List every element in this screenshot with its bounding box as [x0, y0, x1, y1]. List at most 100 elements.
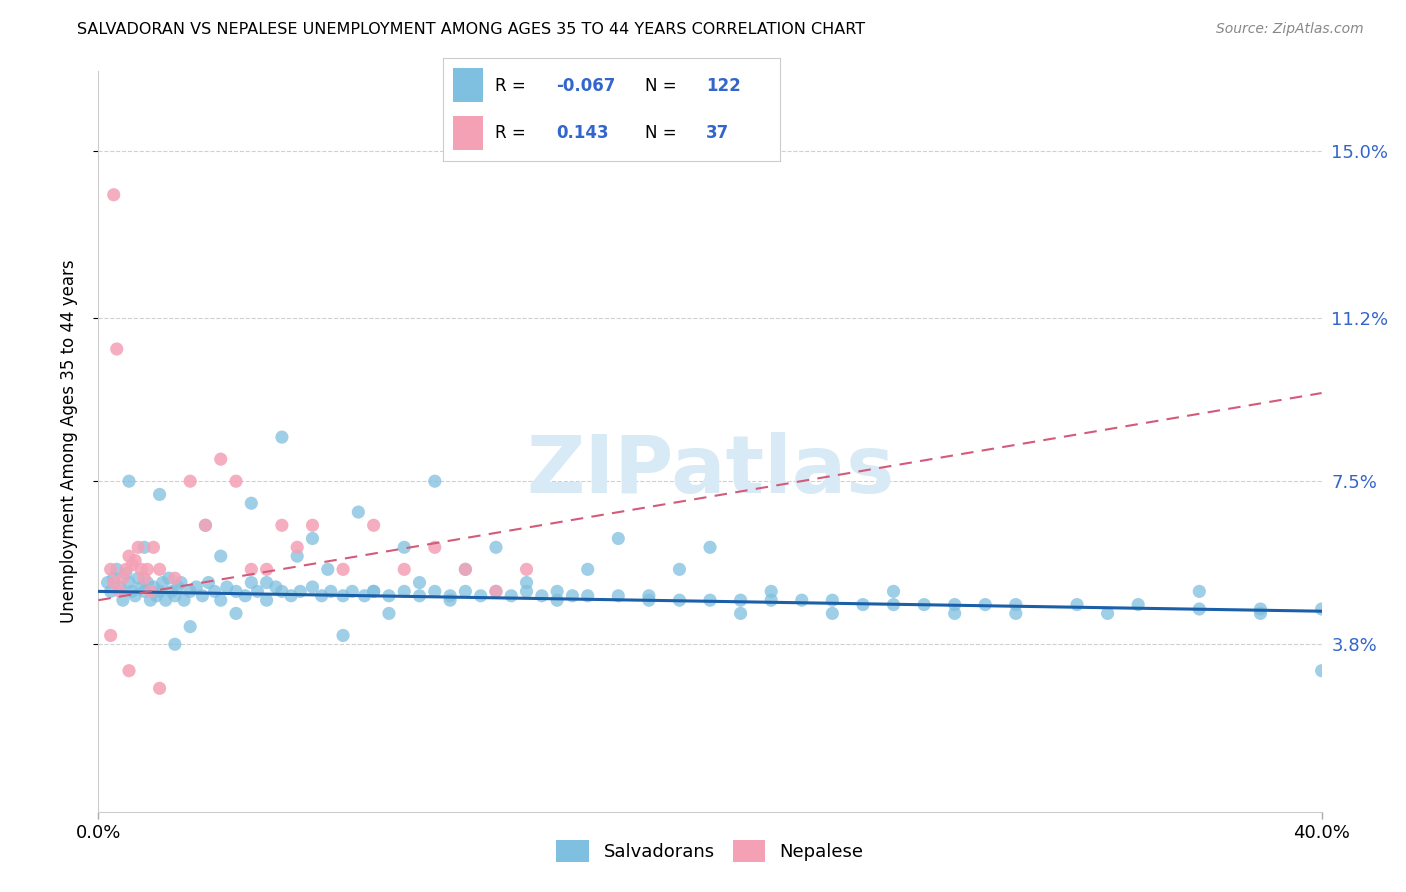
Salvadorans: [204, 584, 226, 599]
Salvadorans: [1188, 602, 1211, 616]
Salvadorans: [761, 584, 783, 599]
Salvadorans: [423, 474, 446, 488]
Nepalese: [332, 562, 354, 576]
Salvadorans: [454, 584, 477, 599]
Y-axis label: Unemployment Among Ages 35 to 44 years: Unemployment Among Ages 35 to 44 years: [59, 260, 77, 624]
Salvadorans: [501, 589, 523, 603]
Text: 122: 122: [706, 77, 741, 95]
Salvadorans: [408, 575, 430, 590]
Salvadorans: [699, 541, 721, 555]
Salvadorans: [179, 584, 201, 599]
Nepalese: [392, 562, 416, 576]
Salvadorans: [637, 589, 661, 603]
Text: N =: N =: [645, 124, 676, 142]
Salvadorans: [163, 637, 186, 651]
Salvadorans: [392, 541, 416, 555]
Nepalese: [136, 562, 159, 576]
Salvadorans: [225, 584, 247, 599]
Salvadorans: [160, 584, 183, 599]
Salvadorans: [270, 584, 294, 599]
Salvadorans: [454, 562, 477, 576]
Salvadorans: [378, 607, 401, 621]
Salvadorans: [280, 589, 302, 603]
Salvadorans: [127, 571, 149, 585]
Salvadorans: [301, 580, 323, 594]
Salvadorans: [363, 584, 385, 599]
Nepalese: [139, 584, 162, 599]
Salvadorans: [118, 575, 141, 590]
Salvadorans: [332, 628, 354, 642]
Salvadorans: [115, 566, 138, 581]
Text: ZIPatlas: ZIPatlas: [526, 432, 894, 510]
Salvadorans: [316, 562, 339, 576]
Salvadorans: [1004, 598, 1026, 612]
Text: 0.143: 0.143: [555, 124, 609, 142]
Salvadorans: [145, 589, 167, 603]
Salvadorans: [152, 575, 174, 590]
Salvadorans: [270, 430, 294, 444]
Salvadorans: [215, 580, 238, 594]
Bar: [453, 117, 484, 150]
Salvadorans: [668, 562, 690, 576]
Salvadorans: [485, 541, 508, 555]
Salvadorans: [730, 593, 752, 607]
Nepalese: [142, 541, 165, 555]
Salvadorans: [943, 607, 966, 621]
Nepalese: [100, 562, 122, 576]
Salvadorans: [668, 593, 690, 607]
Salvadorans: [209, 549, 232, 563]
Nepalese: [103, 187, 125, 202]
Salvadorans: [392, 584, 416, 599]
Salvadorans: [761, 593, 783, 607]
Nepalese: [163, 571, 186, 585]
Salvadorans: [167, 580, 190, 594]
Salvadorans: [347, 505, 370, 519]
Salvadorans: [233, 589, 256, 603]
Salvadorans: [186, 580, 208, 594]
Salvadorans: [1004, 607, 1026, 621]
Salvadorans: [197, 575, 219, 590]
Salvadorans: [561, 589, 583, 603]
Nepalese: [363, 518, 385, 533]
Salvadorans: [332, 589, 354, 603]
Nepalese: [454, 562, 477, 576]
Salvadorans: [173, 593, 195, 607]
Legend: Salvadorans, Nepalese: Salvadorans, Nepalese: [550, 833, 870, 870]
Nepalese: [118, 549, 141, 563]
Salvadorans: [943, 598, 966, 612]
Salvadorans: [170, 575, 193, 590]
Salvadorans: [699, 593, 721, 607]
Salvadorans: [240, 575, 263, 590]
Salvadorans: [111, 593, 134, 607]
Nepalese: [256, 562, 278, 576]
Text: R =: R =: [495, 77, 526, 95]
Nepalese: [100, 628, 122, 642]
Salvadorans: [157, 571, 180, 585]
Salvadorans: [516, 584, 538, 599]
Nepalese: [285, 541, 308, 555]
Nepalese: [103, 575, 125, 590]
Nepalese: [134, 571, 156, 585]
Salvadorans: [821, 607, 844, 621]
Salvadorans: [546, 593, 568, 607]
Salvadorans: [821, 593, 844, 607]
Salvadorans: [194, 518, 217, 533]
Salvadorans: [516, 575, 538, 590]
Salvadorans: [1310, 602, 1333, 616]
Salvadorans: [225, 607, 247, 621]
Salvadorans: [408, 589, 430, 603]
Nepalese: [301, 518, 323, 533]
Nepalese: [111, 571, 134, 585]
Salvadorans: [1250, 602, 1272, 616]
Salvadorans: [1066, 598, 1088, 612]
Salvadorans: [439, 593, 461, 607]
Salvadorans: [470, 589, 492, 603]
Salvadorans: [256, 593, 278, 607]
Salvadorans: [363, 584, 385, 599]
Salvadorans: [191, 589, 214, 603]
Salvadorans: [139, 593, 162, 607]
Salvadorans: [912, 598, 935, 612]
Salvadorans: [97, 575, 120, 590]
Salvadorans: [129, 580, 152, 594]
Salvadorans: [163, 589, 186, 603]
